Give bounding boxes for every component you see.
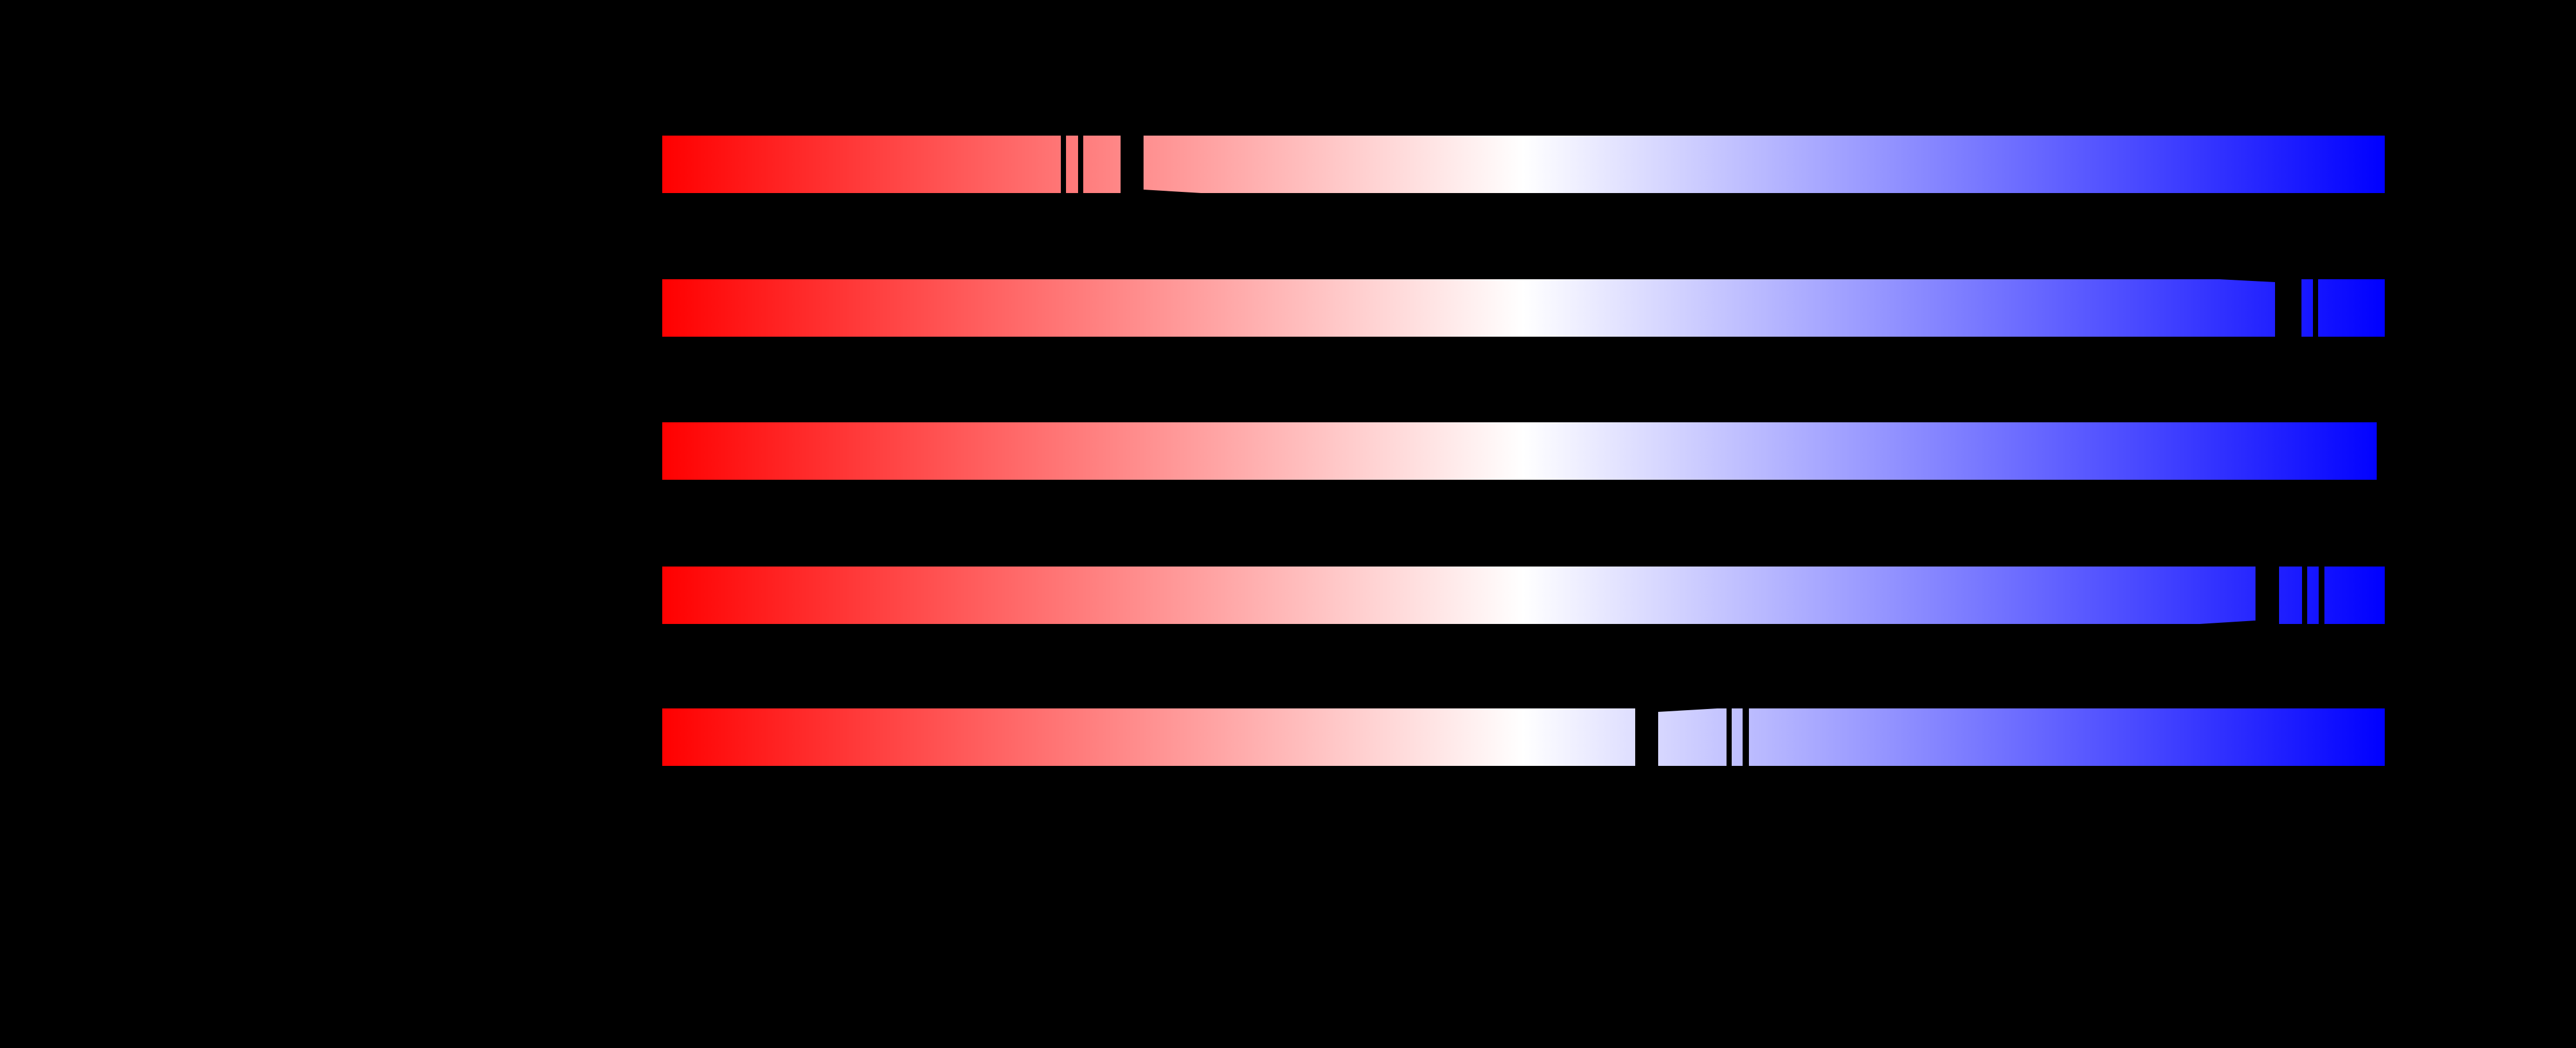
marker-wedge-artifact <box>1144 190 1201 193</box>
thick-marker <box>2275 279 2301 337</box>
thick-marker <box>2256 567 2279 624</box>
marker-wedge-artifact <box>1658 708 1717 712</box>
thick-marker <box>2377 422 2385 480</box>
thick-marker <box>1635 708 1658 766</box>
thin-marker <box>1743 708 1749 766</box>
thin-marker <box>1061 136 1066 193</box>
thick-marker <box>1121 136 1144 193</box>
thin-marker <box>1078 136 1083 193</box>
gradient-scale-bar-1 <box>662 136 2385 193</box>
thin-marker <box>2313 279 2318 337</box>
marker-wedge-artifact <box>2200 621 2256 624</box>
marker-wedge-artifact <box>2219 279 2275 282</box>
gradient-scale-bar-4 <box>662 567 2385 624</box>
gradient-scale-bar-5 <box>662 708 2385 766</box>
thin-marker <box>2319 567 2324 624</box>
thin-marker <box>1727 708 1732 766</box>
gradient-scale-bar-2 <box>662 279 2385 337</box>
gradient-scale-bar-3 <box>662 422 2385 480</box>
thin-marker <box>2302 567 2307 624</box>
